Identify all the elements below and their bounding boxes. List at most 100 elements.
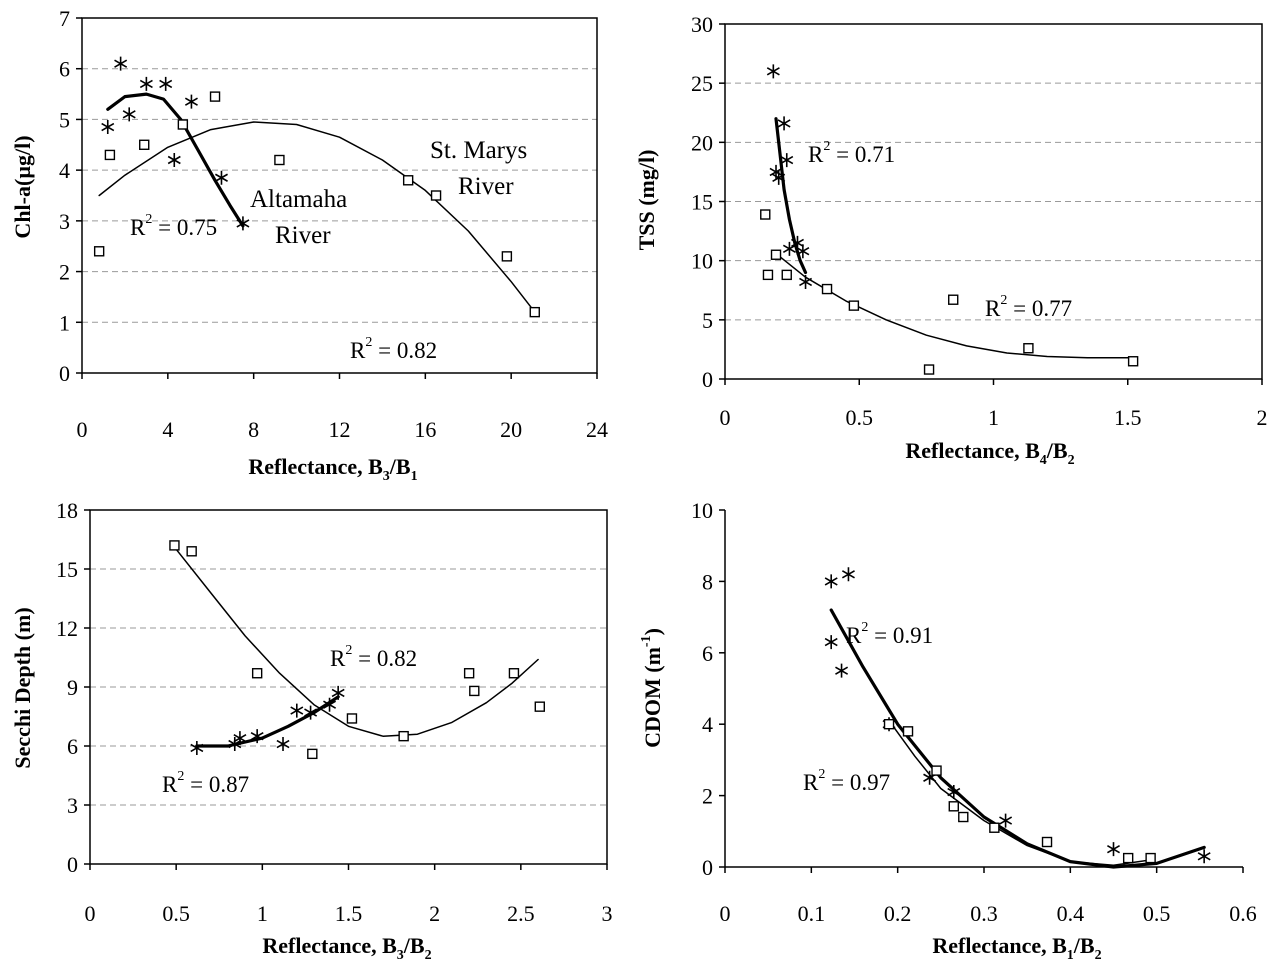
y-tick-label: 0	[702, 855, 713, 880]
plot-frame	[89, 509, 608, 865]
fit-lines	[175, 548, 539, 748]
asterisk-marker	[331, 685, 345, 700]
r2-label-a: R2 = 0.91	[846, 620, 933, 648]
asterisk-marker	[122, 107, 136, 122]
y-tick-label: 1	[59, 310, 70, 335]
asterisk-marker	[824, 574, 838, 589]
square-marker	[902, 726, 914, 737]
y-tick-label: 20	[691, 130, 713, 155]
data-markers	[760, 64, 1139, 375]
plot-frame	[725, 510, 1243, 867]
asterisk-marker	[766, 64, 780, 79]
x-tick-label: 24	[586, 417, 608, 442]
x-axis-title: Reflectance, B1/B2	[932, 933, 1101, 963]
asterisk-marker	[290, 703, 304, 718]
data-markers	[93, 56, 540, 318]
x-tick-label: 0	[77, 417, 88, 442]
tick-labels: 0 5 10 15 20 25 30 0 0.5 1 1.5 2	[691, 12, 1268, 430]
asterisk-marker	[841, 567, 855, 582]
x-axis-title: Reflectance, B3/B1	[248, 454, 417, 484]
x-tick-label: 0	[85, 901, 96, 926]
y-axis-title: Chl-a(µg/l)	[10, 135, 35, 238]
x-tick-label: 0	[720, 901, 731, 926]
panel-secchi: 0 3 6 9 12 15 18 0 0.5 1 1.5 2 2.5 3 Reflectance, B3/…	[10, 498, 613, 963]
asterisk-marker	[167, 153, 181, 167]
y-tick-label: 2	[702, 784, 713, 809]
asterisk-marker	[276, 737, 290, 752]
y-tick-label: 2	[59, 260, 70, 285]
y-tick-label: 25	[691, 71, 713, 96]
r2-label-b: R2 = 0.77	[985, 293, 1072, 321]
x-tick-label: 0.5	[846, 405, 874, 430]
fit-line-asterisk	[829, 608, 1206, 869]
x-tick-label: 0.5	[1143, 901, 1171, 926]
x-tick-label: 2	[429, 901, 440, 926]
square-marker	[307, 748, 318, 760]
square-marker	[923, 364, 935, 375]
fit-lines	[829, 608, 1206, 869]
square-marker	[534, 701, 545, 712]
y-tick-label: 5	[702, 308, 713, 333]
asterisk-marker	[947, 785, 961, 800]
fit-line-asterisk	[195, 695, 340, 748]
y-tick-label: 12	[56, 616, 78, 641]
square-marker	[177, 119, 189, 130]
square-marker	[1127, 356, 1139, 367]
data-markers	[169, 540, 545, 760]
square-marker	[274, 154, 285, 166]
square-marker	[883, 719, 895, 730]
x-tick-label: 0.3	[970, 901, 998, 926]
x-tick-label: 1.5	[335, 901, 363, 926]
r2-label-a: R2 = 0.71	[808, 139, 895, 167]
y-tick-label: 10	[691, 498, 713, 523]
square-marker	[529, 306, 540, 318]
asterisk-marker	[824, 635, 838, 650]
square-marker	[989, 822, 1000, 833]
y-axis-title: CDOM (m-1)	[639, 628, 665, 748]
fit-line-square	[775, 252, 1134, 359]
square-marker	[931, 765, 942, 776]
y-tick-label: 0	[67, 852, 78, 877]
asterisk-marker	[228, 737, 242, 752]
asterisk-marker	[159, 76, 173, 91]
label-altamaha-line1: Altamaha	[250, 186, 347, 213]
square-marker	[770, 249, 782, 260]
x-tick-label: 8	[248, 417, 259, 442]
panel-cdom: 0 2 4 6 8 10 0 0.1 0.2 0.3 0.4 0.5 0.6 Reflectance, …	[639, 498, 1257, 963]
x-tick-label: 0.5	[162, 901, 190, 926]
y-tick-label: 10	[691, 249, 713, 274]
x-tick-label: 0.1	[798, 901, 826, 926]
y-tick-label: 5	[59, 107, 70, 132]
asterisk-marker	[214, 170, 228, 185]
fit-line-asterisk	[774, 117, 808, 275]
r2-label-b: R2 = 0.97	[803, 767, 890, 795]
square-marker	[1145, 852, 1156, 864]
label-stmarys-line1: St. Marys	[430, 137, 527, 164]
x-tick-label: 2	[1257, 405, 1268, 430]
square-marker	[848, 300, 860, 311]
square-marker	[948, 294, 959, 305]
square-marker	[93, 246, 105, 257]
square-marker	[169, 540, 180, 551]
square-marker	[948, 801, 959, 812]
x-tick-label: 4	[162, 417, 173, 442]
square-marker	[463, 668, 475, 679]
y-tick-label: 9	[67, 675, 78, 700]
square-marker	[821, 283, 833, 295]
asterisk-marker	[184, 94, 198, 109]
x-tick-label: 16	[414, 417, 436, 442]
square-marker	[958, 811, 969, 823]
asterisk-marker	[114, 56, 128, 71]
fit-line-square	[175, 548, 539, 737]
square-marker	[104, 149, 116, 161]
square-marker	[398, 730, 409, 742]
x-tick-label: 1.5	[1114, 405, 1142, 430]
y-tick-label: 15	[56, 557, 78, 582]
r2-label-b: R2 = 0.82	[330, 643, 417, 671]
asterisk-marker	[772, 170, 786, 185]
square-marker	[139, 139, 150, 150]
square-marker	[781, 269, 792, 281]
asterisk-marker	[1107, 842, 1120, 857]
x-tick-label: 1	[257, 901, 268, 926]
